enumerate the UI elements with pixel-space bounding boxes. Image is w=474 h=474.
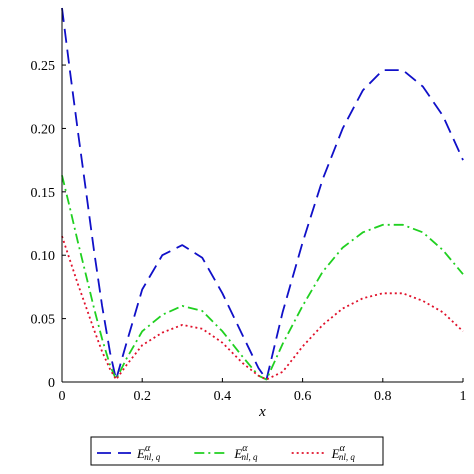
legend-label-2: Eα nl, q (233, 443, 258, 462)
x-tick-label: 0.4 (214, 389, 232, 404)
x-tick-label: 1 (460, 389, 467, 404)
x-tick-label: 0 (59, 389, 66, 404)
x-axis-title: x (258, 404, 266, 420)
y-tick-label: 0.05 (31, 313, 56, 328)
y-tick-label: 0.15 (31, 186, 56, 201)
legend-label-1: Eα nl, q (136, 443, 161, 462)
axis-ticks: 0 0.2 0.4 0.6 0.8 1 0 0.05 0.10 0.15 0.20 0.25 (31, 59, 467, 404)
y-tick-label: 0.10 (31, 249, 56, 264)
y-tick-label: 0.20 (31, 122, 56, 137)
x-tick-label: 0.8 (374, 389, 392, 404)
series-line-2 (61, 175, 464, 381)
series-line-1 (61, 7, 464, 381)
legend-label-3: Eα nl, q (331, 443, 356, 462)
x-tick-label: 0.6 (294, 389, 312, 404)
legend: Eα nl, q Eα nl, q Eα nl, q (90, 436, 384, 466)
series-line-3 (61, 235, 464, 381)
plot-lines (61, 7, 464, 381)
legend-box (90, 436, 384, 466)
y-tick-label: 0.25 (31, 59, 56, 74)
y-tick-label: 0 (48, 376, 55, 391)
x-tick-label: 0.2 (133, 389, 151, 404)
